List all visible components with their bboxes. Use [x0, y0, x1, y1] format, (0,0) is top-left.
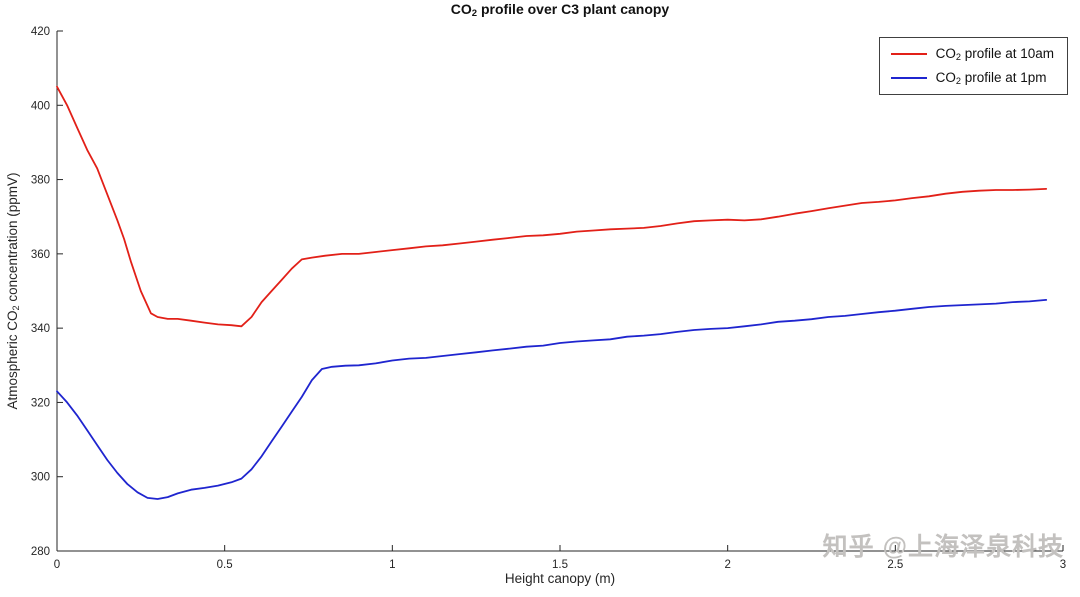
legend-line-swatch-red: [890, 53, 927, 55]
y-tick-label: 300: [31, 472, 50, 484]
legend-label-1pm-post: profile at 1pm: [960, 70, 1047, 86]
y-axis-label-sub: 2: [11, 305, 22, 311]
x-tick-label: 0: [54, 559, 60, 571]
legend-label-10am-sub: 2: [955, 52, 961, 63]
x-tick-label: 0.5: [217, 559, 233, 571]
x-tick-label: 2.5: [887, 559, 903, 571]
chart-title-sub: 2: [471, 8, 478, 20]
legend-label-1pm: CO2 profile at 1pm: [936, 70, 1047, 86]
legend-label-10am-pre: CO: [935, 46, 956, 61]
y-tick-label: 400: [31, 100, 50, 112]
y-axis-label: Atmospheric CO2 concentration (ppmV): [5, 173, 21, 410]
legend-label-10am-post: profile at 10am: [960, 46, 1054, 61]
legend-entry-1pm: CO2 profile at 1pm: [890, 70, 1054, 86]
chart-title-post: profile over C3 plant canopy: [477, 1, 670, 17]
series-line-1pm: [56, 298, 1048, 500]
y-tick-label: 340: [31, 323, 50, 335]
y-axis-label-post: concentration (ppmV): [4, 172, 20, 306]
chart-title: CO2 profile over C3 plant canopy: [57, 1, 1063, 19]
x-tick-label: 1: [389, 559, 395, 571]
y-tick-label: 320: [31, 397, 50, 409]
legend: CO2 profile at 10am CO2 profile at 1pm: [878, 37, 1068, 96]
y-tick-label: 380: [31, 175, 50, 187]
legend-line-swatch-blue: [890, 77, 927, 80]
y-tick-label: 420: [31, 26, 50, 38]
x-tick-label: 3: [1060, 559, 1066, 571]
y-axis-label-pre: Atmospheric CO: [4, 310, 20, 410]
y-tick-label: 360: [31, 249, 50, 261]
y-tick-label: 280: [31, 546, 50, 558]
x-tick-label: 1.5: [552, 559, 568, 571]
legend-label-10am: CO2 profile at 10am: [936, 46, 1054, 62]
series-line-10am: [56, 85, 1048, 328]
x-axis-label: Height canopy (m): [504, 571, 616, 586]
x-tick-label: 2: [724, 559, 730, 571]
watermark: 知乎 @上海泽泉科技: [822, 533, 1064, 561]
chart-title-pre: CO: [450, 1, 472, 17]
legend-label-1pm-pre: CO: [935, 70, 956, 86]
legend-label-1pm-sub: 2: [955, 76, 961, 87]
legend-entry-10am: CO2 profile at 10am: [890, 46, 1054, 62]
